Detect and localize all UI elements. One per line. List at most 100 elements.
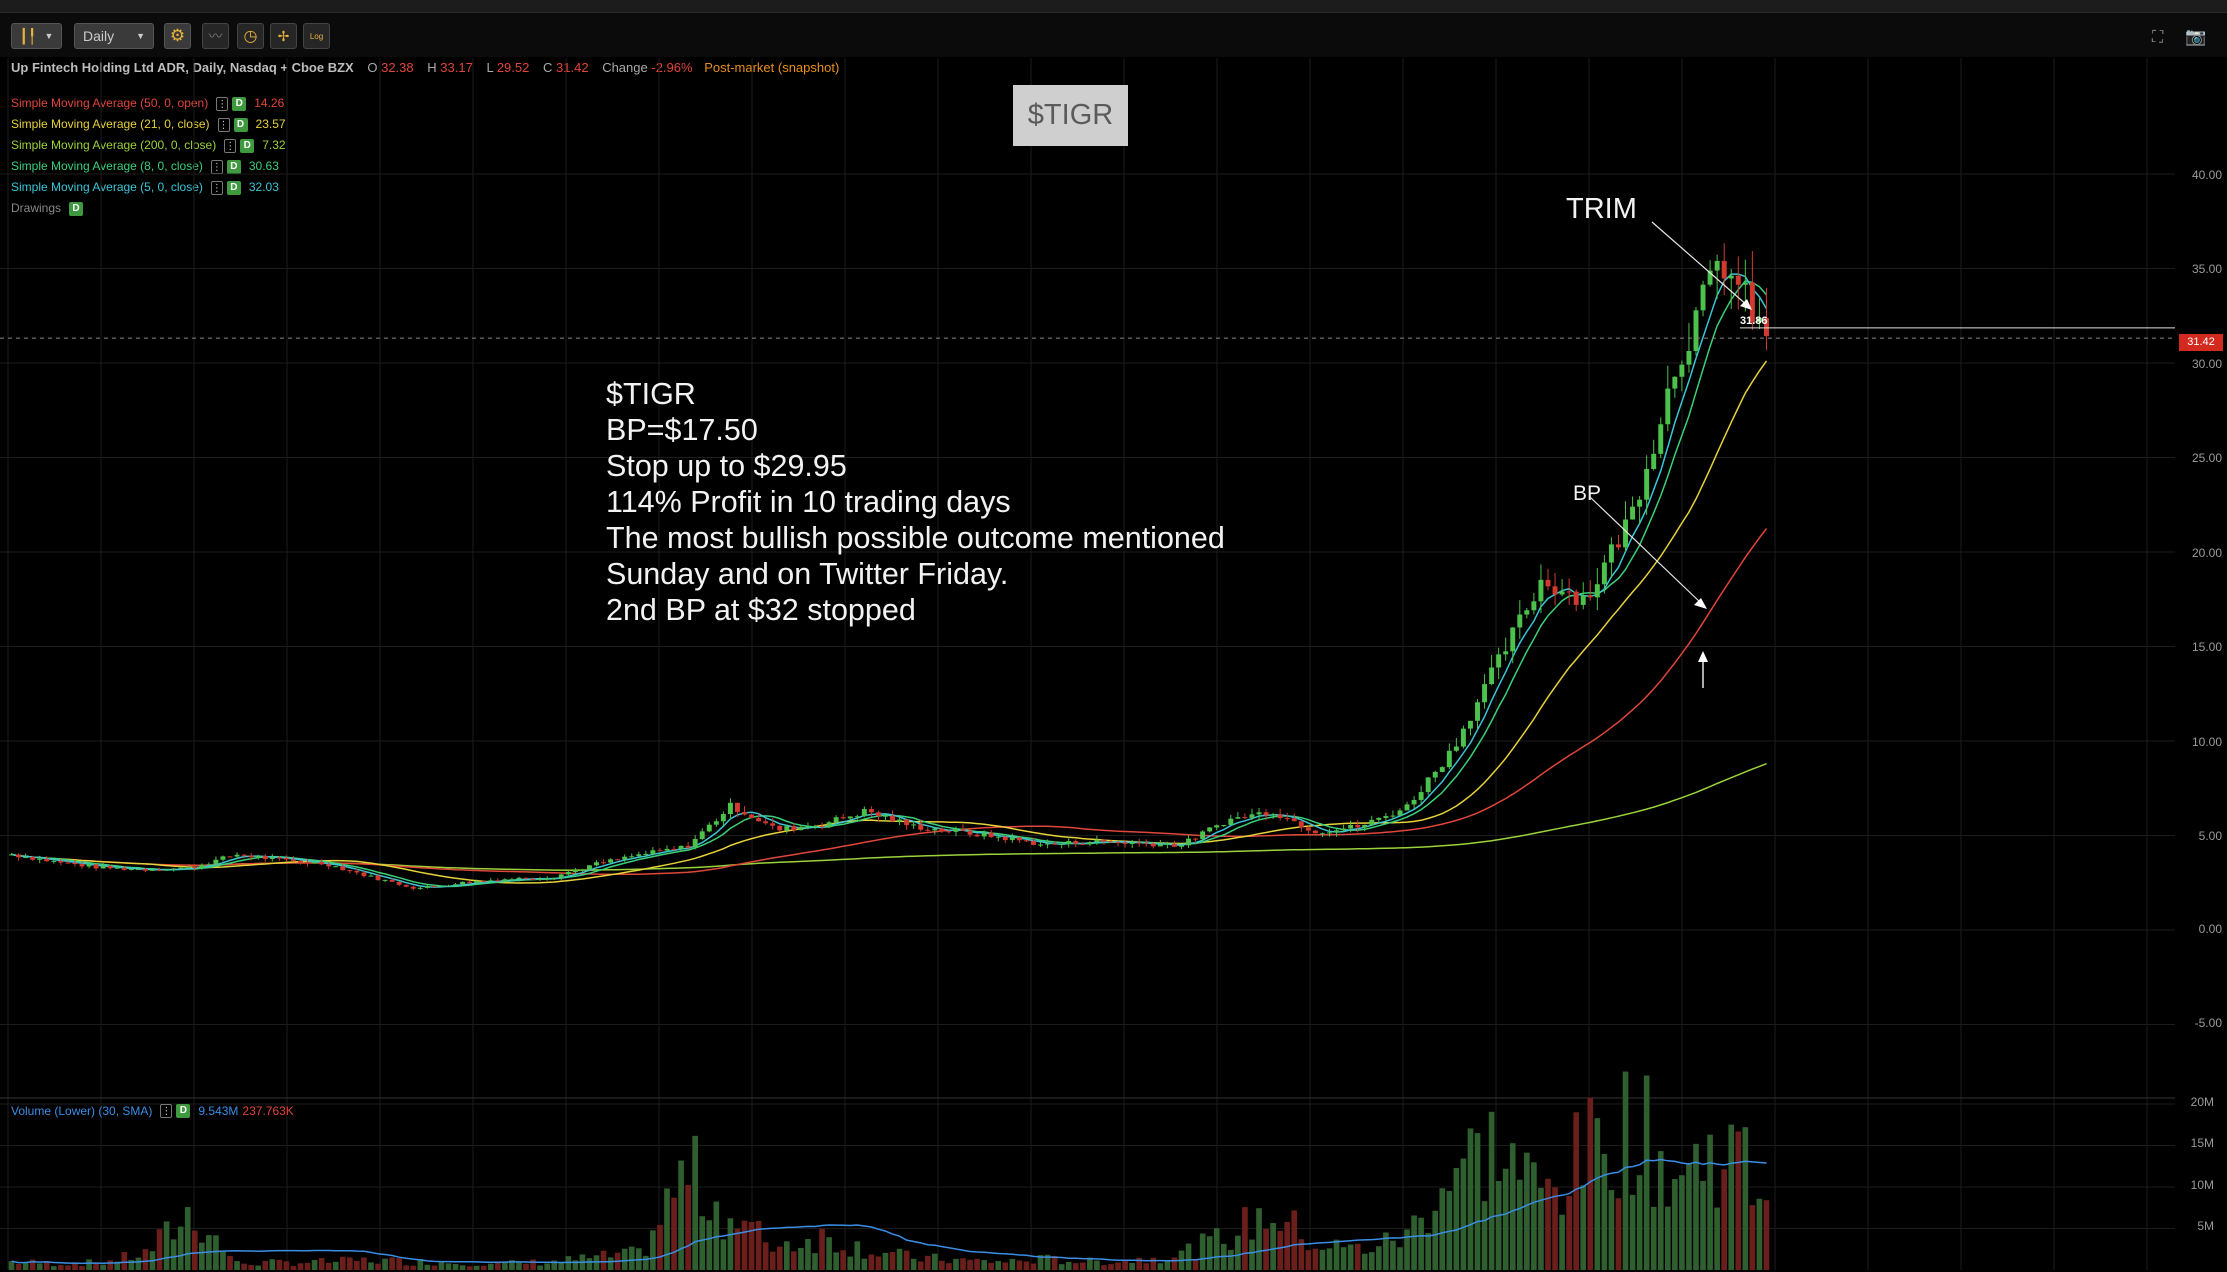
drawings-row[interactable]: Drawings D xyxy=(11,198,286,219)
volume-bar xyxy=(572,1260,579,1270)
candle-body xyxy=(1031,840,1036,845)
candle-body xyxy=(1489,667,1495,685)
volume-bar xyxy=(776,1246,783,1270)
study-badge[interactable]: D xyxy=(240,138,255,153)
volume-bar xyxy=(1573,1112,1579,1270)
note-line: 2nd BP at $32 stopped xyxy=(606,593,916,627)
volume-bar xyxy=(643,1255,649,1270)
study-menu-icon[interactable]: ⋮ xyxy=(216,96,229,111)
volume-bar xyxy=(1051,1255,1058,1270)
study-badge[interactable]: D xyxy=(226,159,241,174)
volume-bar xyxy=(410,1265,417,1270)
camera-icon[interactable]: 📷 xyxy=(2185,27,2207,46)
volume-bar xyxy=(1263,1228,1269,1270)
volume-bar xyxy=(1312,1248,1319,1270)
volume-bar xyxy=(1383,1232,1389,1270)
candle-body xyxy=(911,824,917,826)
candle-body xyxy=(1193,838,1199,840)
volume-bar xyxy=(65,1265,71,1270)
study-row[interactable]: Simple Moving Average (21, 0, close) ⋮ D… xyxy=(11,114,286,135)
volume-bar xyxy=(1700,1180,1706,1270)
chart-style-dropdown[interactable]: ┃╿ ▼ xyxy=(11,23,62,49)
candle-body xyxy=(1404,804,1410,811)
study-badge[interactable]: D xyxy=(232,96,247,111)
study-label: Simple Moving Average (50, 0, open) xyxy=(11,96,209,110)
timeframe-label: Daily xyxy=(83,28,115,44)
crosshair-button[interactable]: ✢ xyxy=(270,23,297,49)
study-row[interactable]: Simple Moving Average (8, 0, close) ⋮ D … xyxy=(11,156,286,177)
candle-body xyxy=(897,819,903,822)
volume-bar xyxy=(847,1256,854,1270)
candle-body xyxy=(1418,792,1424,800)
volume-bar xyxy=(1199,1233,1206,1270)
study-badge[interactable]: D xyxy=(233,117,248,132)
study-row[interactable]: Simple Moving Average (5, 0, close) ⋮ D … xyxy=(11,177,286,198)
candle-body xyxy=(298,860,303,863)
candle-body xyxy=(1616,544,1621,548)
study-menu-icon[interactable]: ⋮ xyxy=(224,138,237,153)
log-scale-button[interactable]: Log xyxy=(303,23,330,49)
candle-body xyxy=(354,870,360,873)
candle-body xyxy=(16,854,22,858)
volume-bar xyxy=(29,1259,36,1270)
volume-bar xyxy=(1721,1169,1728,1270)
candle-body xyxy=(1270,814,1276,816)
candle-body xyxy=(326,864,332,867)
volume-bar xyxy=(988,1262,995,1270)
candle-body xyxy=(502,879,508,882)
time-button[interactable]: ◷ xyxy=(237,23,264,49)
volume-badge[interactable]: D xyxy=(176,1104,191,1118)
trim-arrowhead xyxy=(1740,299,1752,310)
study-badge[interactable]: D xyxy=(226,180,241,195)
studies-button[interactable]: 〰 xyxy=(202,23,229,49)
volume-bar xyxy=(241,1263,247,1270)
candle-body xyxy=(1369,819,1375,825)
volume-bar xyxy=(896,1248,903,1270)
candle-body xyxy=(1693,310,1699,352)
y-tick-label: 35.00 xyxy=(2191,262,2222,276)
candle-body xyxy=(1052,843,1058,845)
volume-bar xyxy=(163,1221,170,1270)
volume-bar xyxy=(1735,1131,1742,1270)
candle-body xyxy=(868,809,874,813)
drawings-badge[interactable]: D xyxy=(69,201,84,216)
candle-body xyxy=(953,829,959,832)
sma-8-line xyxy=(11,280,1768,888)
volume-menu-icon[interactable]: ⋮ xyxy=(160,1104,173,1118)
candle-body xyxy=(65,862,71,864)
candle-body xyxy=(1453,746,1459,751)
study-menu-icon[interactable]: ⋮ xyxy=(210,159,223,174)
volume-bar xyxy=(93,1263,99,1270)
volume-bar xyxy=(1009,1258,1016,1270)
study-menu-icon[interactable]: ⋮ xyxy=(217,117,230,132)
volume-tick-label: 20M xyxy=(2190,1095,2214,1109)
volume-bar xyxy=(304,1262,311,1270)
settings-button[interactable]: ⚙ xyxy=(164,23,191,49)
candle-body xyxy=(833,817,839,823)
volume-bar xyxy=(1481,1201,1488,1270)
candle-body xyxy=(1101,839,1107,842)
candle-body xyxy=(1305,827,1311,831)
candle-body xyxy=(142,869,148,871)
volume-bar xyxy=(939,1260,945,1270)
volume-bar xyxy=(262,1260,269,1270)
candle-body xyxy=(248,855,254,858)
volume-bar xyxy=(382,1258,388,1270)
volume-legend[interactable]: Volume (Lower) (30, SMA) ⋮ D 9.543M 237.… xyxy=(11,1104,294,1118)
candle-body xyxy=(847,816,853,819)
note-line: 114% Profit in 10 trading days xyxy=(606,485,1011,519)
study-row[interactable]: Simple Moving Average (50, 0, open) ⋮ D … xyxy=(11,93,286,114)
candle-body xyxy=(946,831,952,833)
chevron-down-icon: ▼ xyxy=(44,31,54,41)
fullscreen-icon[interactable]: ⛶ xyxy=(2152,29,2164,46)
timeframe-dropdown[interactable]: Daily ▼ xyxy=(74,23,154,49)
trim-arrow xyxy=(1651,221,1749,307)
study-legend: Simple Moving Average (50, 0, open) ⋮ D … xyxy=(11,93,286,219)
candle-body xyxy=(643,853,649,855)
candle-body xyxy=(1503,651,1509,655)
volume-bar xyxy=(1108,1264,1114,1270)
candle-body xyxy=(784,826,790,831)
study-row[interactable]: Simple Moving Average (200, 0, close) ⋮ … xyxy=(11,135,286,156)
study-menu-icon[interactable]: ⋮ xyxy=(210,180,223,195)
